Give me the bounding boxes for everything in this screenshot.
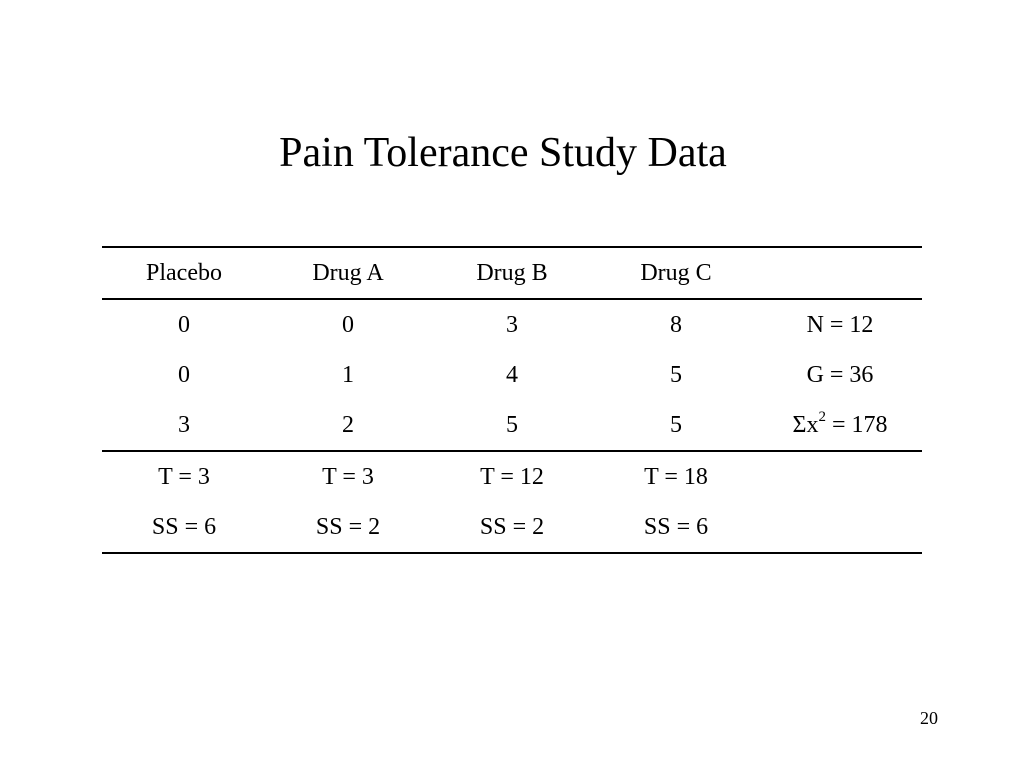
table-row: 3 2 5 5 Σx2 = 178 xyxy=(102,400,922,452)
ss-row: SS = 6 SS = 2 SS = 2 SS = 6 xyxy=(102,502,922,554)
total-placebo: T = 3 xyxy=(158,464,210,490)
table-row: 0 1 4 5 G = 36 xyxy=(102,350,922,400)
table-header-row: Placebo Drug A Drug B Drug C xyxy=(102,246,922,300)
summary-g: G = 36 xyxy=(806,362,874,388)
ss-placebo: SS = 6 xyxy=(102,502,266,554)
table-cell: 1 xyxy=(342,362,354,388)
header-placebo: Placebo xyxy=(102,246,266,300)
header-summary xyxy=(758,246,922,300)
table-cell: 5 xyxy=(430,400,594,452)
table-cell: 2 xyxy=(266,400,430,452)
ss-drug-c: SS = 6 xyxy=(594,502,758,554)
total-drug-c: T = 18 xyxy=(644,464,708,490)
sum-x2-exponent: 2 xyxy=(818,409,826,425)
ss-drug-a: SS = 2 xyxy=(266,502,430,554)
slide-title: Pain Tolerance Study Data xyxy=(279,130,727,176)
total-drug-b: T = 12 xyxy=(480,464,544,490)
table-cell: 8 xyxy=(670,312,682,338)
table-cell: 3 xyxy=(506,312,518,338)
table-cell: 0 xyxy=(342,312,354,338)
total-drug-a: T = 3 xyxy=(322,464,374,490)
table-cell: 0 xyxy=(178,362,190,388)
sum-x2-suffix: = 178 xyxy=(825,412,888,438)
table-cell: 5 xyxy=(594,400,758,452)
summary-n: N = 12 xyxy=(806,312,874,338)
table-cell: 0 xyxy=(178,312,190,338)
pain-tolerance-table: Placebo Drug A Drug B Drug C 0 0 3 8 N =… xyxy=(102,246,922,554)
table-cell: 5 xyxy=(670,362,682,388)
table-cell: 4 xyxy=(506,362,518,388)
ss-drug-b: SS = 2 xyxy=(430,502,594,554)
table-row: 0 0 3 8 N = 12 xyxy=(102,299,922,350)
empty-cell xyxy=(758,451,922,502)
header-drug-c: Drug C xyxy=(594,246,758,300)
page-number: 20 xyxy=(920,708,938,728)
table-cell: 3 xyxy=(102,400,266,452)
sum-x2-prefix: Σx xyxy=(792,412,819,438)
summary-sum-x-squared: Σx2 = 178 xyxy=(758,400,922,452)
header-drug-a: Drug A xyxy=(266,246,430,300)
header-drug-b: Drug B xyxy=(430,246,594,300)
empty-cell xyxy=(758,502,922,554)
totals-row: T = 3 T = 3 T = 12 T = 18 xyxy=(102,451,922,502)
